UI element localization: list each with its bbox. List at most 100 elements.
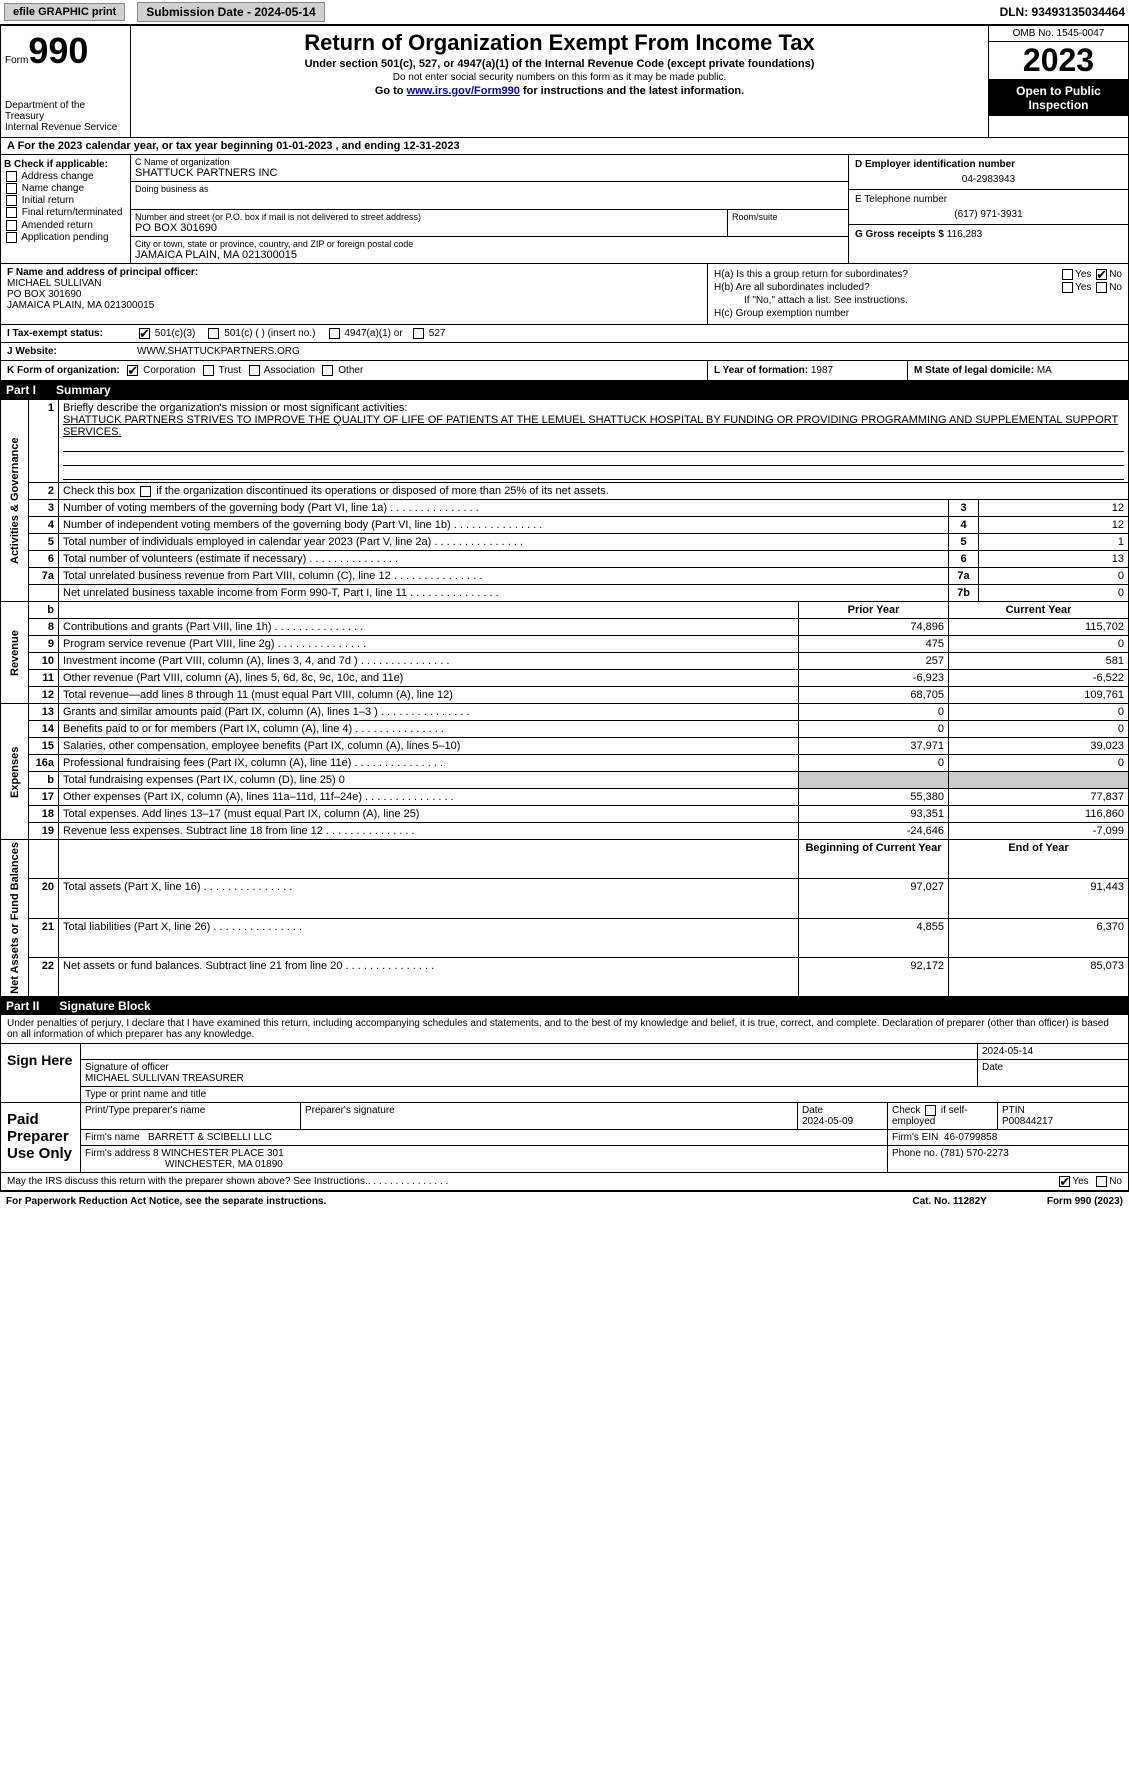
l-value: 1987 — [811, 365, 833, 376]
inspection-label: Open to Public Inspection — [989, 80, 1128, 116]
col-prior: Prior Year — [799, 602, 949, 619]
room-label: Room/suite — [732, 212, 844, 222]
ein-value: 04-2983943 — [855, 174, 1122, 185]
city-label: City or town, state or province, country… — [135, 239, 844, 249]
officer-name-title: MICHAEL SULLIVAN TREASURER — [85, 1073, 244, 1084]
row-k: K Form of organization: Corporation Trus… — [0, 361, 1129, 381]
l-label: L Year of formation: — [714, 365, 808, 376]
summary-table: Activities & Governance 1 Briefly descri… — [0, 399, 1129, 997]
officer-h-block: F Name and address of principal officer:… — [0, 264, 1129, 325]
checkbox-initial-return[interactable] — [6, 195, 17, 206]
sig-date: 2024-05-14 — [978, 1044, 1128, 1059]
form-number: 990 — [28, 30, 88, 71]
l1-label: Briefly describe the organization's miss… — [63, 402, 1124, 414]
hb-yes[interactable] — [1062, 282, 1073, 293]
row-exp-16b: bTotal fundraising expenses (Part IX, co… — [1, 772, 1129, 789]
part2-header: Part II Signature Block — [0, 997, 1129, 1015]
may-yes[interactable] — [1059, 1176, 1070, 1187]
efile-button[interactable]: efile GRAPHIC print — [4, 3, 125, 21]
part1-title: Summary — [56, 383, 111, 397]
org-addr: PO BOX 301690 — [135, 222, 723, 234]
checkbox-amended[interactable] — [6, 220, 17, 231]
form-subtitle-2: Do not enter social security numbers on … — [135, 72, 984, 83]
org-name: SHATTUCK PARTNERS INC — [135, 167, 844, 179]
row-ag-7b: Net unrelated business taxable income fr… — [1, 585, 1129, 602]
ha-label: H(a) Is this a group return for subordin… — [714, 269, 908, 280]
footer-cat: Cat. No. 11282Y — [912, 1196, 986, 1207]
gross-value: 116,283 — [947, 229, 982, 240]
cb-527[interactable] — [413, 328, 424, 339]
signature-block: Under penalties of perjury, I declare th… — [0, 1015, 1129, 1173]
declaration: Under penalties of perjury, I declare th… — [1, 1015, 1128, 1043]
sign-here-label: Sign Here — [1, 1044, 81, 1102]
side-ag: Activities & Governance — [1, 400, 29, 602]
officer-label: F Name and address of principal officer: — [7, 267, 701, 278]
firm-name: BARRETT & SCIBELLI LLC — [148, 1132, 272, 1143]
checkbox-address-change[interactable] — [6, 171, 17, 182]
firm-phone: (781) 570-2273 — [940, 1148, 1008, 1159]
row-rev-9: 9Program service revenue (Part VIII, lin… — [1, 636, 1129, 653]
row-ag-5: 5Total number of individuals employed in… — [1, 534, 1129, 551]
firm-name-label: Firm's name — [85, 1132, 140, 1143]
form-word: Form — [5, 55, 28, 66]
cb-corp[interactable] — [127, 365, 138, 376]
cb-assoc[interactable] — [249, 365, 260, 376]
box-b: B Check if applicable: Address change Na… — [1, 155, 131, 263]
dba-label: Doing business as — [135, 184, 844, 194]
part1-num: Part I — [6, 383, 56, 397]
may-no[interactable] — [1096, 1176, 1107, 1187]
checkbox-pending[interactable] — [6, 232, 17, 243]
cb-other[interactable] — [322, 365, 333, 376]
m-label: M State of legal domicile: — [914, 365, 1034, 376]
prep-sig-label: Preparer's signature — [301, 1103, 798, 1129]
ha-no[interactable] — [1096, 269, 1107, 280]
row-exp-14: 14Benefits paid to or for members (Part … — [1, 721, 1129, 738]
footer-left: For Paperwork Reduction Act Notice, see … — [6, 1196, 326, 1207]
prep-date-label: Date — [802, 1105, 823, 1116]
l1-value: SHATTUCK PARTNERS STRIVES TO IMPROVE THE… — [63, 414, 1124, 438]
part2-title: Signature Block — [59, 999, 150, 1013]
addr-label: Number and street (or P.O. box if mail i… — [135, 212, 723, 222]
hc-label: H(c) Group exemption number — [714, 308, 1122, 319]
box-c: C Name of organizationSHATTUCK PARTNERS … — [131, 155, 848, 263]
row-net-21: 21Total liabilities (Part X, line 26)4,8… — [1, 918, 1129, 957]
irs-link[interactable]: www.irs.gov/Form990 — [407, 85, 520, 97]
prep-name-label: Print/Type preparer's name — [81, 1103, 301, 1129]
phone-value: (617) 971-3931 — [855, 209, 1122, 220]
tax-year: 2023 — [989, 42, 1128, 80]
row-exp-19: 19Revenue less expenses. Subtract line 1… — [1, 823, 1129, 840]
cb-4947[interactable] — [329, 328, 340, 339]
row-exp-15: 15Salaries, other compensation, employee… — [1, 738, 1129, 755]
part2-num: Part II — [6, 999, 59, 1013]
sig-officer-label: Signature of officer — [85, 1062, 169, 1073]
box-b-title: B Check if applicable: — [4, 159, 127, 170]
row-ag-6: 6Total number of volunteers (estimate if… — [1, 551, 1129, 568]
row-exp-16a: 16aProfessional fundraising fees (Part I… — [1, 755, 1129, 772]
box-d-e-g: D Employer identification number04-29839… — [848, 155, 1128, 263]
officer-name: MICHAEL SULLIVAN — [7, 278, 701, 289]
box-f: F Name and address of principal officer:… — [1, 264, 708, 324]
firm-addr-label: Firm's address — [85, 1148, 150, 1159]
ptin-value: P00844217 — [1002, 1116, 1053, 1127]
cb-501c[interactable] — [208, 328, 219, 339]
row-ag-4: 4Number of independent voting members of… — [1, 517, 1129, 534]
checkbox-final-return[interactable] — [6, 207, 17, 218]
type-name-label: Type or print name and title — [81, 1087, 1128, 1102]
box-h: H(a) Is this a group return for subordin… — [708, 264, 1128, 324]
row-i: I Tax-exempt status: 501(c)(3) 501(c) ( … — [0, 325, 1129, 343]
cb-discontinued[interactable] — [140, 486, 151, 497]
ha-yes[interactable] — [1062, 269, 1073, 280]
may-discuss-row: May the IRS discuss this return with the… — [0, 1173, 1129, 1191]
hb-no[interactable] — [1096, 282, 1107, 293]
form-subtitle-1: Under section 501(c), 527, or 4947(a)(1)… — [135, 58, 984, 70]
prep-date: 2024-05-09 — [802, 1116, 853, 1127]
cb-self-employed[interactable] — [925, 1105, 936, 1116]
row-a: A For the 2023 calendar year, or tax yea… — [0, 138, 1129, 155]
name-label: C Name of organization — [135, 157, 844, 167]
row-exp-18: 18Total expenses. Add lines 13–17 (must … — [1, 806, 1129, 823]
footer: For Paperwork Reduction Act Notice, see … — [0, 1191, 1129, 1211]
checkbox-name-change[interactable] — [6, 183, 17, 194]
side-net: Net Assets or Fund Balances — [1, 840, 29, 997]
cb-501c3[interactable] — [139, 328, 150, 339]
cb-trust[interactable] — [203, 365, 214, 376]
